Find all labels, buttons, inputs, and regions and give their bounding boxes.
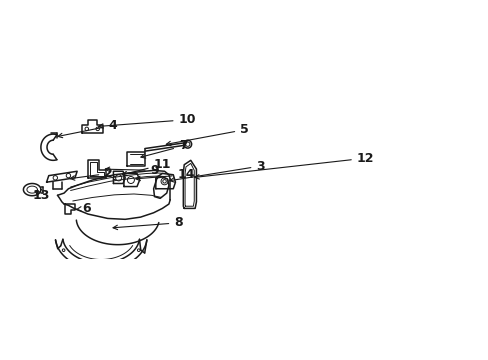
Text: 7: 7 [141, 139, 187, 158]
Text: 14: 14 [136, 168, 195, 181]
Text: 13: 13 [32, 189, 49, 202]
Text: 5: 5 [166, 123, 248, 146]
Text: 8: 8 [113, 216, 183, 230]
Text: 4: 4 [58, 119, 117, 138]
Text: 10: 10 [99, 113, 196, 128]
Text: 11: 11 [122, 158, 171, 176]
Text: 2: 2 [70, 167, 113, 180]
Text: 9: 9 [105, 164, 159, 177]
Text: 12: 12 [194, 152, 373, 179]
Text: 3: 3 [169, 159, 264, 182]
Text: 1: 1 [0, 359, 1, 360]
Text: 6: 6 [76, 202, 90, 215]
